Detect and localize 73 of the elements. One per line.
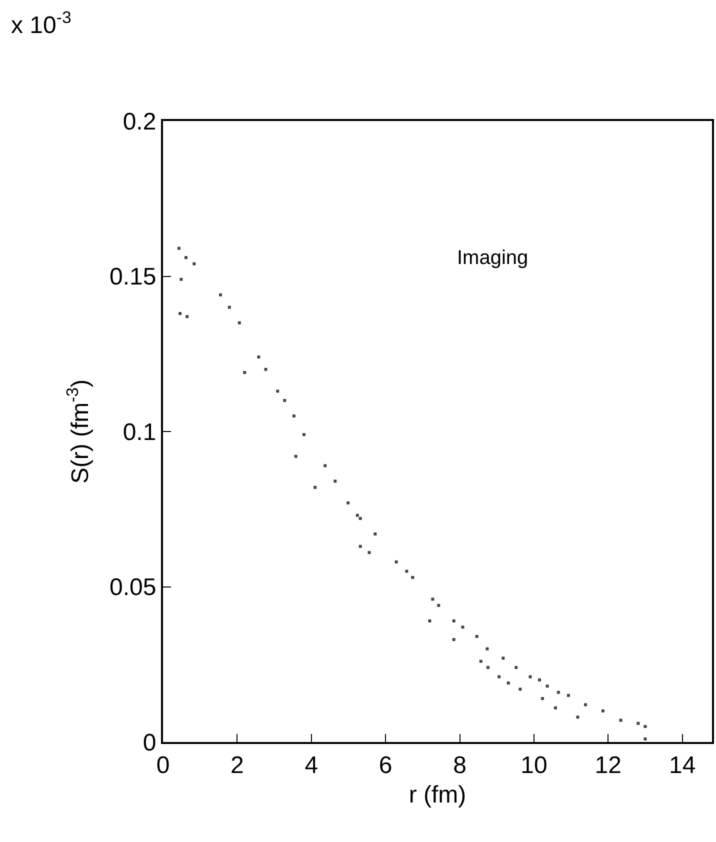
point: [431, 598, 434, 601]
text: x 10$^{-3}$: [11, 8, 72, 40]
point: [358, 516, 362, 520]
point: [178, 312, 182, 316]
point: [502, 656, 505, 660]
point: [324, 464, 327, 468]
x-tick-label: 6: [378, 752, 392, 779]
point: [192, 262, 196, 266]
point: [334, 480, 337, 483]
point: [294, 454, 298, 458]
point: [601, 709, 604, 712]
x-tick-label: 10: [520, 752, 548, 779]
point: [556, 690, 560, 694]
point: [243, 371, 246, 374]
y-tick-label: 0.1: [122, 418, 156, 446]
point: [518, 688, 522, 691]
point: [437, 604, 440, 607]
point: [461, 626, 464, 629]
point: [619, 718, 622, 722]
x-tick-label: 8: [453, 752, 466, 779]
point: [302, 433, 306, 436]
point: [636, 722, 640, 725]
x-tick-label: 14: [668, 752, 696, 779]
point: [314, 486, 317, 489]
point: [184, 256, 188, 260]
point: [356, 514, 359, 517]
point: [428, 619, 432, 622]
point: [238, 321, 241, 324]
point: [538, 678, 542, 682]
point: [584, 703, 588, 706]
point: [228, 306, 231, 309]
point: [528, 675, 532, 678]
point: [479, 660, 482, 663]
y-tick-label: 0: [142, 729, 156, 756]
point: [540, 697, 544, 700]
point: [276, 390, 280, 393]
point: [374, 532, 377, 536]
point: [498, 675, 501, 678]
point: [546, 684, 549, 688]
point: [257, 355, 260, 358]
point: [346, 501, 350, 504]
point: [405, 570, 408, 573]
x-tick-label: 4: [304, 752, 318, 779]
point: [292, 414, 296, 418]
annotation: Imaging: [457, 247, 528, 269]
point: [644, 724, 647, 728]
x-tick-label: 2: [230, 752, 244, 779]
point: [264, 368, 268, 371]
y-tick-label: 0.15: [109, 264, 156, 291]
point: [576, 716, 580, 719]
point: [180, 278, 183, 281]
point: [186, 315, 189, 318]
point: [486, 647, 489, 650]
point: [554, 706, 557, 710]
x-tick-label: 12: [594, 752, 622, 779]
point: [452, 638, 456, 642]
point: [177, 246, 180, 250]
point: [644, 737, 647, 740]
point: [283, 398, 286, 402]
point: [358, 544, 362, 548]
point: [506, 682, 510, 685]
point: [411, 576, 414, 579]
point: [514, 666, 518, 669]
point: [566, 694, 570, 697]
point: [219, 293, 222, 296]
point: [452, 619, 456, 622]
x-axis-title: r (fm): [408, 782, 466, 809]
point: [475, 634, 478, 638]
y-tick-label: 0.05: [109, 574, 156, 602]
point: [394, 560, 398, 564]
point: [486, 666, 490, 669]
point: [368, 551, 371, 554]
y-tick-label: 0.2: [122, 108, 156, 136]
